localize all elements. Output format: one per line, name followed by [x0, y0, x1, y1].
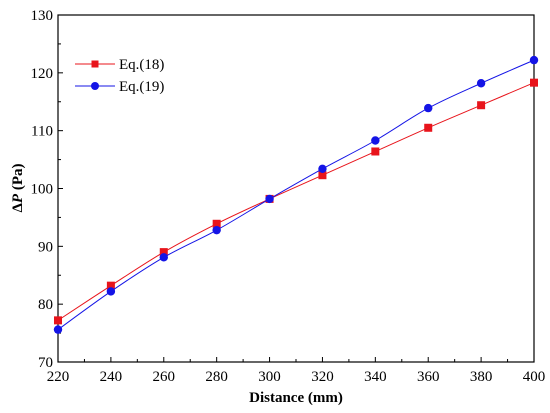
y-tick-label: 130: [31, 8, 54, 24]
y-tick-label: 120: [31, 66, 54, 82]
y-axis-label-delta: Δ: [10, 202, 26, 212]
data-point-circle: [159, 253, 168, 262]
legend-marker-eq19: [91, 82, 99, 90]
data-point-square: [530, 78, 538, 87]
data-point-square: [106, 281, 115, 290]
x-tick-label: 280: [205, 369, 228, 385]
series-line-2: [57, 59, 535, 331]
x-tick-label: 260: [153, 369, 176, 385]
x-tick-label: 240: [100, 369, 123, 385]
data-point-circle: [212, 225, 221, 235]
data-point-circle: [371, 136, 380, 145]
y-tick-label: 70: [38, 355, 53, 371]
y-tick-label: 90: [38, 239, 53, 255]
legend: Eq.(18) Eq.(19): [75, 57, 164, 95]
y-axis: 70 80 90 100 110 120 130: [31, 8, 63, 371]
data-point-square: [424, 123, 433, 132]
legend-marker-eq18: [91, 60, 99, 68]
legend-label-eq19: Eq.(19): [119, 79, 164, 95]
data-point-circle: [106, 287, 116, 296]
legend-label-eq18: Eq.(18): [119, 57, 164, 73]
x-tick-label: 340: [364, 369, 387, 385]
y-axis-label-unit: (Pa): [10, 164, 26, 194]
x-tick-label: 380: [470, 369, 493, 385]
x-tick-label: 400: [523, 369, 546, 385]
data-point-square: [159, 248, 168, 257]
data-point-square: [318, 171, 327, 180]
x-tick-label: 300: [258, 369, 281, 385]
data-point-square: [477, 101, 486, 110]
data-point-circle: [318, 164, 327, 174]
data-point-square: [54, 316, 62, 325]
y-axis-label: ΔP (Pa): [10, 164, 26, 213]
y-tick-label: 110: [31, 124, 53, 140]
y-axis-label-variable: P: [10, 193, 26, 203]
x-axis: 220 240 260 280 300 320 340 360 380 400: [47, 357, 546, 385]
x-tick-label: 320: [311, 369, 334, 385]
y-tick-label: 100: [31, 182, 54, 198]
data-point-square: [371, 147, 380, 156]
series-layer: [53, 55, 539, 334]
data-point-circle: [265, 194, 274, 204]
data-point-circle: [476, 79, 486, 88]
data-point-circle: [424, 103, 433, 113]
x-tick-label: 360: [417, 369, 440, 385]
x-axis-label: Distance (mm): [249, 390, 343, 406]
series-line-1: [57, 82, 535, 321]
x-tick-label: 220: [47, 369, 70, 385]
data-point-circle: [53, 325, 63, 334]
y-tick-label: 80: [38, 297, 53, 313]
data-point-circle: [529, 55, 539, 65]
data-point-square: [212, 219, 221, 228]
